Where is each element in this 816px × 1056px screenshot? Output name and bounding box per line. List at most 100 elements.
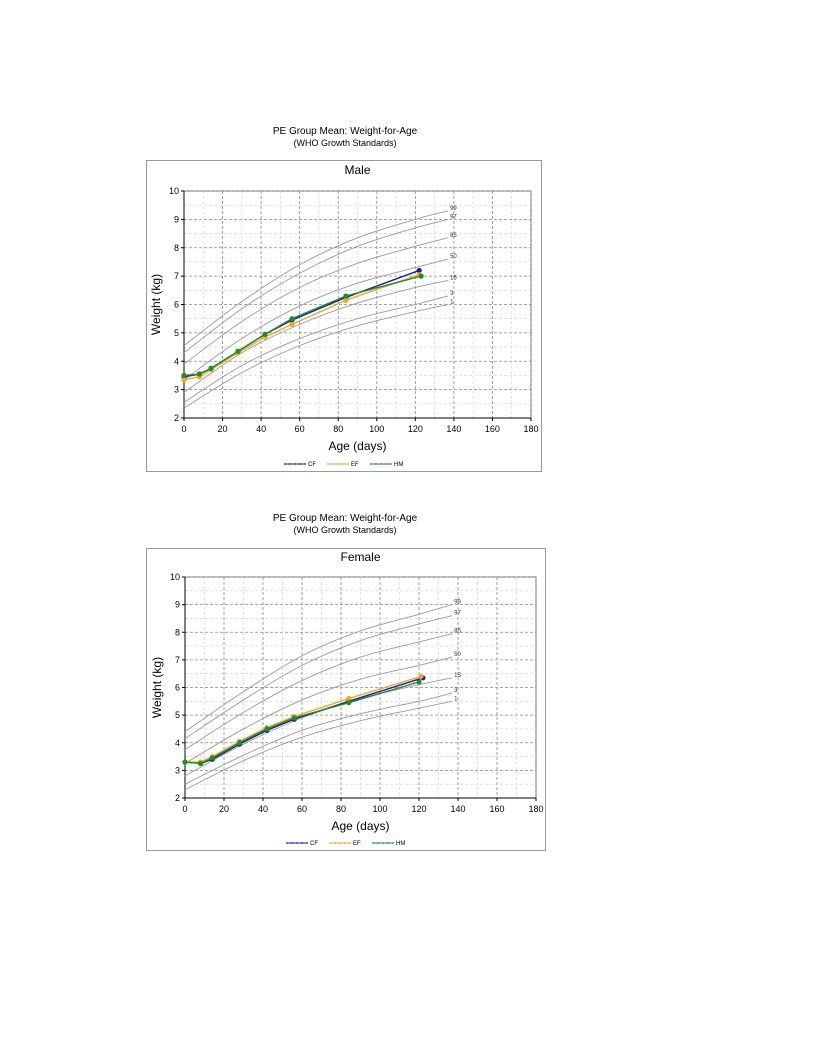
y-tick-label: 9 — [174, 214, 179, 224]
y-tick-label: 3 — [175, 765, 180, 775]
legend-label: CF — [308, 462, 316, 468]
y-tick-label: 8 — [175, 627, 180, 637]
data-point-HM — [209, 755, 215, 761]
x-tick-label: 180 — [528, 804, 543, 814]
x-tick-label: 60 — [295, 424, 305, 434]
reference-curve-50 — [184, 656, 453, 764]
reference-curve-1 — [184, 700, 453, 791]
data-point-HM — [416, 679, 422, 685]
legend-marker — [349, 842, 351, 844]
data-point-HM — [235, 348, 241, 354]
data-point-HM — [182, 759, 188, 765]
data-point-EF — [289, 321, 295, 327]
reference-curve-97 — [184, 615, 453, 739]
reference-curve-label: 85 — [454, 629, 461, 635]
y-tick-label: 2 — [175, 793, 180, 803]
chart-subtitle: (WHO Growth Standards) — [293, 138, 397, 148]
y-axis-label: Weight (kg) — [150, 657, 164, 718]
chart-frame: Female 0 20 40 60 80 100 120 140 160 180 2 3 4 5 6 7 8 9 10… — [146, 548, 546, 851]
x-tick-label: 180 — [523, 424, 538, 434]
data-point-CF — [416, 267, 422, 274]
data-point-EF — [181, 377, 187, 383]
reference-curve-label: 50 — [450, 254, 457, 260]
data-point-HM — [291, 715, 297, 721]
data-point-HM — [198, 760, 204, 767]
x-tick-label: 120 — [411, 804, 426, 814]
x-tick-label: 60 — [297, 804, 307, 814]
legend-marker — [286, 842, 288, 844]
x-tick-label: 160 — [485, 424, 500, 434]
reference-curve-85 — [183, 237, 449, 365]
y-tick-label: 4 — [174, 356, 179, 366]
x-tick-label: 100 — [369, 424, 384, 434]
data-point-HM — [418, 273, 424, 279]
legend-marker — [380, 463, 382, 465]
legend-marker — [385, 463, 387, 465]
data-point-EF — [343, 297, 349, 303]
legend-label: EF — [353, 841, 361, 847]
y-tick-label: 8 — [174, 243, 179, 253]
panel-title: Male — [344, 163, 370, 177]
legend-marker — [329, 842, 331, 844]
x-tick-label: 20 — [219, 804, 229, 814]
legend-marker — [347, 463, 349, 465]
x-tick-label: 0 — [182, 804, 187, 814]
chart-title: PE Group Mean: Weight-for-Age — [272, 513, 418, 524]
data-point-EF — [418, 673, 424, 680]
y-tick-label: 6 — [175, 683, 180, 693]
y-tick-label: 7 — [174, 271, 179, 281]
legend-marker — [304, 463, 306, 465]
chart-title: PE Group Mean: Weight-for-Age — [272, 126, 418, 137]
reference-curve-3 — [184, 692, 453, 785]
y-tick-label: 9 — [175, 600, 180, 610]
legend-marker — [372, 842, 374, 844]
legend-label: CF — [310, 841, 318, 847]
data-point-HM — [196, 371, 203, 377]
reference-curve-label: 15 — [454, 673, 461, 679]
reference-curve-3 — [183, 295, 449, 403]
reference-curve-15 — [183, 279, 449, 393]
data-point-HM — [264, 726, 270, 732]
y-tick-label: 5 — [174, 328, 179, 338]
legend-marker — [334, 842, 336, 844]
reference-curve-label: 99 — [454, 600, 461, 606]
legend-marker — [327, 463, 329, 465]
x-tick-label: 120 — [408, 424, 423, 434]
reference-curve-97 — [183, 218, 449, 354]
data-point-HM — [181, 372, 187, 379]
y-axis-label: Weight (kg) — [149, 274, 163, 335]
reference-curve-85 — [184, 633, 453, 751]
legend-marker — [382, 842, 384, 844]
legend-marker — [296, 842, 298, 844]
reference-curve-label: 3 — [454, 688, 458, 694]
legend-marker — [392, 842, 394, 844]
x-tick-label: 40 — [256, 424, 266, 434]
legend-marker — [377, 842, 379, 844]
data-point-HM — [208, 365, 214, 371]
legend-marker — [337, 463, 339, 465]
legend-marker — [294, 463, 296, 465]
chart-svg-female: Female 0 20 40 60 80 100 120 140 160 180 2 3 4 5 6 7 8 9 10… — [150, 550, 544, 847]
legend-marker — [301, 842, 303, 844]
legend-marker — [306, 842, 308, 844]
legend-marker — [390, 463, 392, 465]
y-tick-label: 4 — [175, 738, 180, 748]
reference-curve-label: 97 — [450, 214, 457, 220]
legend-label: HM — [396, 841, 405, 847]
data-point-HM — [237, 740, 243, 746]
legend-marker — [289, 463, 291, 465]
legend-marker — [284, 463, 286, 465]
x-tick-label: 40 — [258, 804, 268, 814]
chart-subtitle: (WHO Growth Standards) — [293, 525, 397, 535]
legend-marker — [387, 842, 389, 844]
x-tick-label: 160 — [489, 804, 504, 814]
data-point-HM — [289, 316, 295, 322]
x-axis-label: Age (days) — [331, 819, 389, 833]
data-point-EF — [346, 695, 352, 702]
legend-label: EF — [351, 462, 359, 468]
reference-curve-label: 85 — [450, 233, 457, 239]
legend-marker — [370, 463, 372, 465]
legend-marker — [339, 842, 341, 844]
chart-svg-male: Male 0 20 40 60 80 100 120 140 160 180 2 3 4 5 6 7 8 9 10 Ag… — [149, 163, 539, 468]
reference-curve-1 — [183, 304, 449, 409]
